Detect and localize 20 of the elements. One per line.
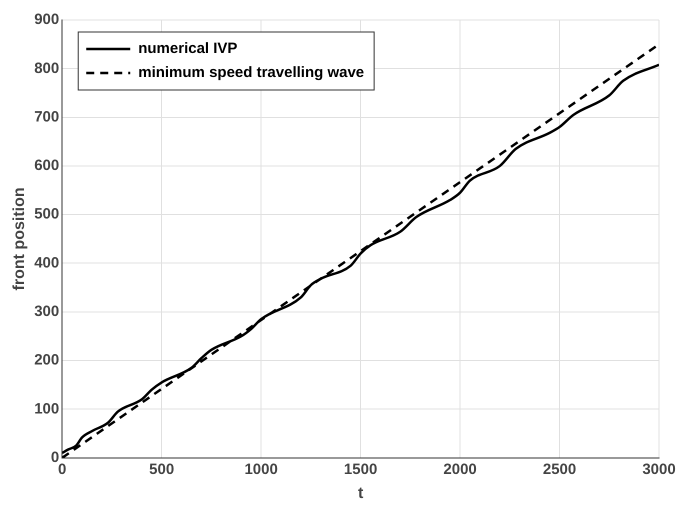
y-tick-label: 100 [34,400,60,418]
legend-label: numerical IVP [138,40,238,58]
x-tick-label: 2000 [443,460,477,478]
x-tick-label: 500 [149,460,174,478]
y-tick-label: 700 [34,108,60,126]
y-tick-label: 600 [34,157,60,174]
y-tick-label: 0 [50,448,60,466]
y-tick-label: 900 [34,11,60,28]
x-tick-label: 3000 [642,460,676,478]
x-tick-label: 1000 [244,460,278,478]
y-tick-label: 200 [34,352,60,369]
x-axis-title: t [358,484,364,502]
x-tick-label: 1500 [344,460,378,478]
y-tick-label: 400 [34,254,60,272]
y-axis-title: front position [11,187,28,290]
y-tick-label: 500 [34,206,60,223]
x-tick-label: 2500 [542,460,576,478]
legend-label: minimum speed travelling wave [138,64,364,82]
y-tick-label: 800 [34,60,60,77]
y-tick-label: 300 [34,303,60,320]
